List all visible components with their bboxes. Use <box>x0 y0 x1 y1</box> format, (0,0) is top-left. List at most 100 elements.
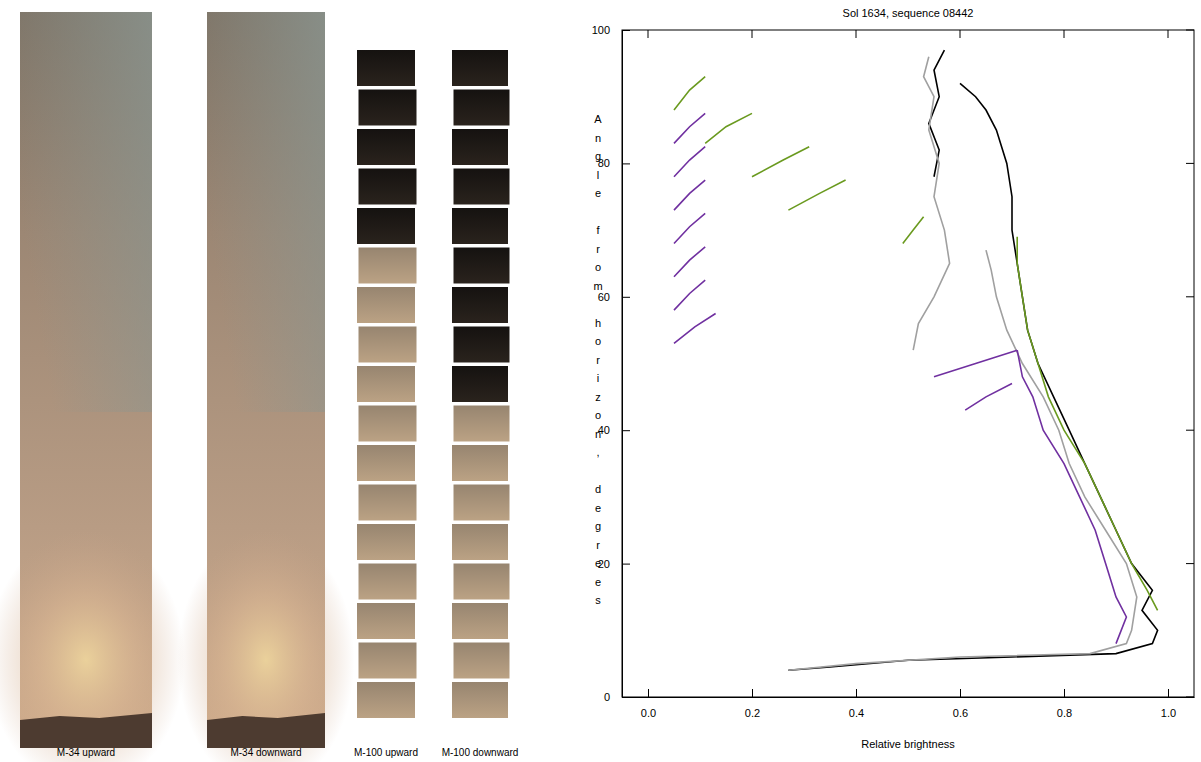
y-tick-mark-right <box>1186 430 1194 431</box>
sky-tile <box>357 682 415 718</box>
x-tick-mark-top <box>856 30 857 38</box>
x-tick: 0.6 <box>953 689 968 719</box>
y-tick: 60 <box>598 291 630 303</box>
y-tick-label: 0 <box>604 691 610 703</box>
x-tick: 0.2 <box>745 689 760 719</box>
sky-tile <box>452 50 508 86</box>
x-tick: 0.4 <box>849 689 864 719</box>
x-axis-title: Relative brightness <box>861 738 955 750</box>
sky-tile <box>357 524 415 560</box>
x-axis: 0.0 0.2 0.4 0.6 0.8 1.0 <box>623 689 1195 719</box>
chart-title: Sol 1634, sequence 08442 <box>843 7 974 19</box>
sky-tile <box>454 327 510 363</box>
sky-tile <box>359 169 417 205</box>
series-line <box>674 113 1126 643</box>
sky-tile <box>452 287 508 323</box>
y-tick-label: 100 <box>592 24 610 36</box>
y-tick: 40 <box>598 424 630 436</box>
y-tick-mark-right <box>1186 563 1194 564</box>
sky-tile <box>454 169 510 205</box>
x-tick-label: 0.6 <box>953 707 968 719</box>
sky-tile <box>357 603 415 639</box>
canvas: M-34 upward M-34 downward M-100 upward M-10… <box>0 0 1201 762</box>
y-tick: 80 <box>598 157 630 169</box>
x-tick-mark-top <box>960 30 961 38</box>
y-axis-line <box>622 31 623 698</box>
x-tick-label: 0.0 <box>641 707 656 719</box>
y-tick-mark <box>622 30 630 31</box>
series-line <box>674 77 1158 611</box>
sky-tile <box>454 90 510 126</box>
sky-tile <box>452 682 508 718</box>
x-tick-mark <box>752 689 753 697</box>
x-tick: 1.0 <box>1161 689 1176 719</box>
plot-area <box>674 50 1158 670</box>
y-tick-mark <box>622 297 630 298</box>
ground <box>20 713 152 748</box>
y-tick-mark <box>622 564 630 565</box>
y-tick-mark-right <box>1186 296 1194 297</box>
sky-images <box>0 12 510 762</box>
sky-tile <box>454 406 510 442</box>
x-tick-label: 1.0 <box>1161 707 1176 719</box>
sky-tile <box>357 208 415 244</box>
sky-tile <box>359 90 417 126</box>
image-label: M-100 upward <box>354 747 418 758</box>
x-tick-mark-top <box>1064 30 1065 38</box>
x-tick-mark <box>1168 689 1169 697</box>
sky-tile <box>452 524 508 560</box>
sky-tile <box>357 50 415 86</box>
y-tick-mark <box>622 697 630 698</box>
sky-tile <box>454 248 510 284</box>
sky-tile <box>452 366 508 402</box>
series-line <box>788 50 1157 670</box>
x-tick-mark <box>1064 689 1065 697</box>
y-tick-mark <box>622 430 630 431</box>
sky-tile <box>359 643 417 679</box>
x-tick-mark-top <box>1168 30 1169 38</box>
sky-tile <box>359 327 417 363</box>
x-tick-mark <box>960 689 961 697</box>
sky-tile <box>452 603 508 639</box>
plot-frame <box>622 30 1194 697</box>
sky-tile <box>454 643 510 679</box>
sky-tile <box>357 129 415 165</box>
sky-tile <box>452 129 508 165</box>
x-tick-mark <box>856 689 857 697</box>
y-axis-title: Angle from horizon, degrees <box>593 113 602 606</box>
sky-tile <box>359 564 417 600</box>
x-tick-mark <box>648 689 649 697</box>
sky-tile <box>357 287 415 323</box>
x-tick-label: 0.8 <box>1057 707 1072 719</box>
image-label: M-34 upward <box>57 747 115 758</box>
sun-glow <box>178 530 355 762</box>
x-tick-label: 0.4 <box>849 707 864 719</box>
y-tick-mark-right <box>1186 30 1194 31</box>
sky-tile <box>357 445 415 481</box>
sky-tint <box>20 12 152 412</box>
sky-tile <box>454 564 510 600</box>
y-tick-label: 60 <box>598 291 610 303</box>
sky-tile <box>359 485 417 521</box>
series-line <box>788 57 1136 671</box>
y-tick: 0 <box>604 691 630 703</box>
x-tick-mark-top <box>752 30 753 38</box>
sun-glow <box>0 530 185 762</box>
x-tick: 0.8 <box>1057 689 1072 719</box>
sky-tile <box>359 406 417 442</box>
y-tick-mark-right <box>1186 697 1194 698</box>
x-axis-line <box>623 697 1195 698</box>
image-label: M-34 downward <box>230 747 301 758</box>
ground <box>207 713 325 748</box>
y-tick-mark-right <box>1186 163 1194 164</box>
y-tick-mark <box>622 163 630 164</box>
sky-tile <box>452 445 508 481</box>
x-tick-mark-top <box>648 30 649 38</box>
y-tick: 100 <box>592 24 630 36</box>
sky-tile <box>359 248 417 284</box>
image-label: M-100 downward <box>442 747 519 758</box>
y-axis: 020406080100 <box>592 24 630 703</box>
x-tick-label: 0.2 <box>745 707 760 719</box>
sky-tint <box>207 12 325 412</box>
x-tick: 0.0 <box>641 689 656 719</box>
